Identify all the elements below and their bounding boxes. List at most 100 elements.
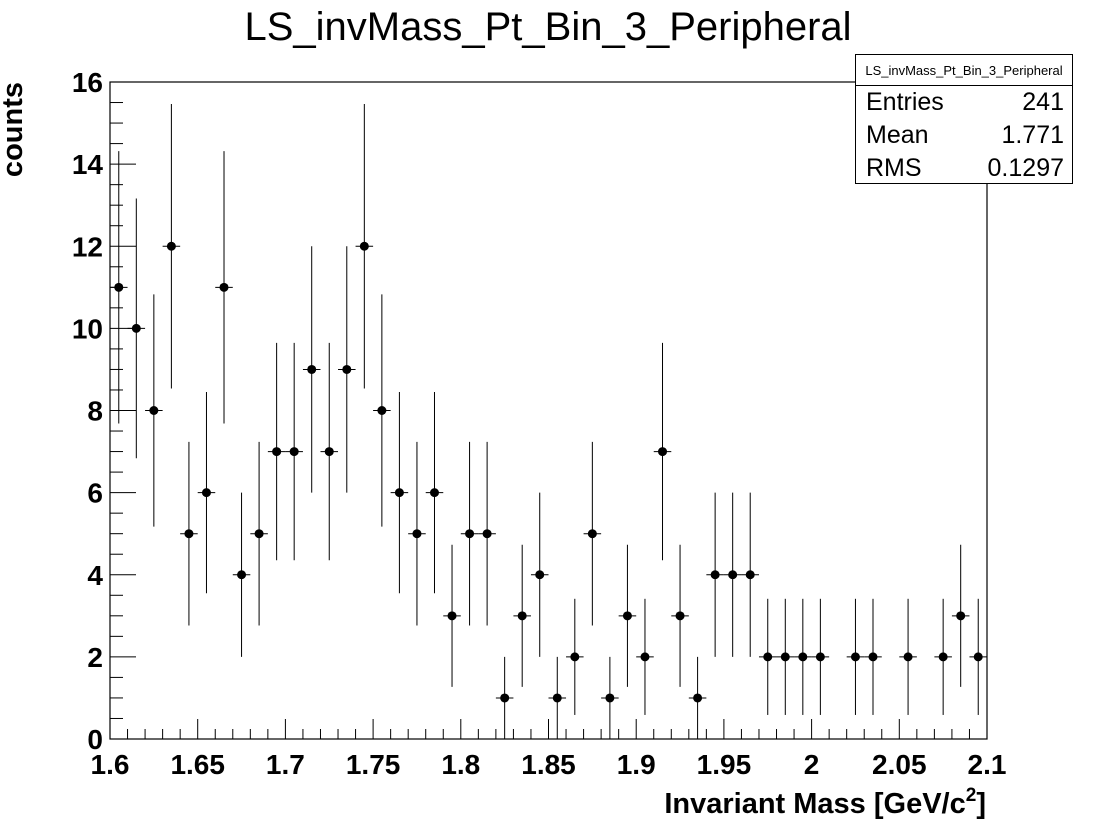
marker: [342, 364, 352, 374]
marker: [114, 282, 124, 292]
marker: [324, 447, 334, 457]
marker: [640, 652, 650, 662]
tick-labels: 1.6 1.65 1.7 1.75 1.8 1.85 1.9 1.95 2 2.05 2.1 0 2 4 6…: [72, 67, 1007, 780]
data-point: [776, 598, 795, 715]
data-point: [355, 104, 374, 389]
marker: [166, 241, 176, 251]
y-tick-label: 10: [72, 313, 103, 344]
data-point: [601, 656, 619, 739]
data-point: [723, 492, 742, 657]
stats-label-mean: Mean: [866, 121, 929, 149]
stats-value-entries: 241: [1022, 88, 1064, 116]
y-tick-label: 6: [87, 478, 103, 509]
data-point: [390, 392, 409, 594]
marker: [622, 611, 632, 621]
x-tick-label: 1.6: [91, 749, 130, 780]
marker: [289, 447, 299, 457]
marker: [675, 611, 685, 621]
marker: [745, 570, 755, 580]
marker: [359, 241, 369, 251]
marker: [938, 652, 948, 662]
x-tick-label: 1.85: [521, 749, 576, 780]
marker: [254, 529, 264, 539]
stats-box-header: LS_invMass_Pt_Bin_3_Peripheral: [856, 55, 1072, 86]
data-point: [127, 198, 146, 459]
marker: [903, 652, 913, 662]
marker: [728, 570, 738, 580]
y-tick-label: 4: [87, 560, 103, 591]
data-point: [636, 598, 654, 715]
y-tick-label: 0: [87, 724, 103, 755]
data-point: [267, 342, 286, 561]
data-point: [618, 544, 637, 687]
marker: [131, 323, 141, 333]
axis-ticks: [109, 81, 988, 740]
data-point: [706, 492, 724, 657]
data-point: [215, 151, 233, 424]
data-point: [232, 492, 251, 657]
stats-box: LS_invMass_Pt_Bin_3_Peripheral Entries 2…: [855, 54, 1073, 184]
data-point: [443, 544, 461, 687]
stats-row-rms: RMS 0.1297: [856, 152, 1072, 185]
marker: [956, 611, 966, 621]
marker: [517, 611, 527, 621]
stats-value-mean: 1.771: [1001, 121, 1064, 149]
data-point: [566, 598, 584, 715]
data-point: [338, 246, 356, 493]
data-point: [495, 656, 514, 739]
marker: [973, 652, 983, 662]
x-tick-label: 1.95: [697, 749, 752, 780]
marker: [535, 570, 545, 580]
marker: [798, 652, 808, 662]
marker: [377, 406, 387, 415]
x-tick-label: 2.05: [872, 749, 927, 780]
marker: [149, 406, 159, 415]
marker: [184, 529, 194, 539]
stats-value-rms: 0.1297: [987, 154, 1064, 182]
marker: [429, 488, 439, 498]
data-point: [758, 598, 777, 715]
y-tick-label: 12: [72, 231, 103, 262]
data-point: [513, 544, 531, 687]
data-point: [951, 544, 970, 687]
marker: [465, 529, 475, 539]
data-point: [425, 392, 444, 594]
data-point: [408, 441, 426, 626]
marker: [693, 693, 703, 703]
data-point: [302, 246, 321, 493]
data-point: [583, 441, 602, 626]
x-axis-title: Invariant Mass [GeV/c2]: [664, 785, 986, 820]
data-point: [250, 441, 268, 626]
marker: [482, 529, 492, 539]
data-point: [794, 598, 812, 715]
data-point: [688, 656, 707, 739]
marker: [237, 570, 247, 580]
stats-label-entries: Entries: [866, 88, 944, 116]
stats-row-entries: Entries 241: [856, 86, 1072, 119]
marker: [605, 693, 615, 703]
x-tick-label: 1.7: [266, 749, 305, 780]
stats-row-mean: Mean 1.771: [856, 119, 1072, 152]
data-point: [197, 392, 216, 594]
marker: [307, 364, 317, 374]
x-tick-label: 1.9: [617, 749, 656, 780]
stats-label-rms: RMS: [866, 154, 922, 182]
marker: [447, 611, 457, 621]
data-point: [373, 294, 391, 527]
x-tick-label: 1.8: [441, 749, 480, 780]
marker: [587, 529, 597, 539]
data-point: [478, 441, 496, 626]
data-point: [899, 598, 917, 715]
x-tick-label: 2: [804, 749, 820, 780]
marker: [412, 529, 422, 539]
x-axis-title-main: Invariant Mass [GeV/c: [664, 788, 965, 820]
data-point: [145, 294, 163, 527]
data-point: [741, 492, 759, 657]
data-points: [110, 104, 987, 739]
marker: [272, 447, 282, 457]
marker: [201, 488, 211, 498]
marker: [850, 652, 860, 662]
data-point: [180, 441, 198, 626]
data-point: [811, 598, 830, 715]
